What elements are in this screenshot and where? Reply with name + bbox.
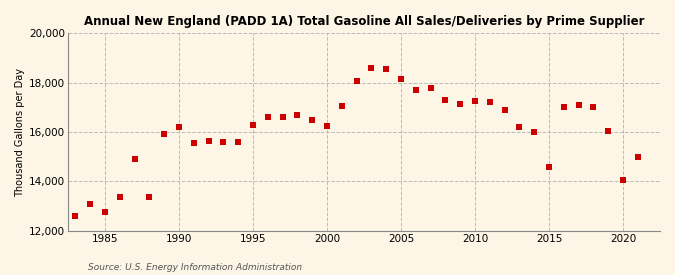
Point: [277, 115, 288, 119]
Point: [470, 99, 481, 103]
Point: [455, 101, 466, 106]
Point: [381, 67, 392, 71]
Point: [263, 115, 273, 119]
Point: [425, 86, 436, 90]
Point: [248, 122, 259, 127]
Point: [396, 77, 406, 81]
Point: [558, 105, 569, 109]
Point: [440, 98, 451, 102]
Point: [529, 130, 539, 134]
Point: [573, 103, 584, 107]
Point: [322, 124, 333, 128]
Point: [307, 117, 318, 122]
Point: [100, 210, 111, 214]
Point: [603, 129, 614, 133]
Text: Source: U.S. Energy Information Administration: Source: U.S. Energy Information Administ…: [88, 263, 302, 272]
Point: [115, 195, 126, 200]
Point: [485, 100, 495, 104]
Point: [410, 88, 421, 92]
Point: [336, 104, 347, 108]
Y-axis label: Thousand Gallons per Day: Thousand Gallons per Day: [15, 68, 25, 197]
Point: [588, 105, 599, 109]
Point: [85, 201, 96, 206]
Point: [514, 125, 525, 129]
Point: [366, 66, 377, 70]
Point: [218, 140, 229, 144]
Point: [144, 195, 155, 200]
Point: [173, 125, 184, 129]
Point: [70, 214, 81, 218]
Point: [129, 157, 140, 161]
Point: [292, 112, 303, 117]
Point: [543, 164, 554, 169]
Point: [500, 108, 510, 112]
Point: [233, 140, 244, 144]
Point: [203, 139, 214, 143]
Title: Annual New England (PADD 1A) Total Gasoline All Sales/Deliveries by Prime Suppli: Annual New England (PADD 1A) Total Gasol…: [84, 15, 644, 28]
Point: [618, 178, 628, 182]
Point: [188, 141, 199, 145]
Point: [351, 79, 362, 84]
Point: [632, 155, 643, 159]
Point: [159, 132, 169, 137]
